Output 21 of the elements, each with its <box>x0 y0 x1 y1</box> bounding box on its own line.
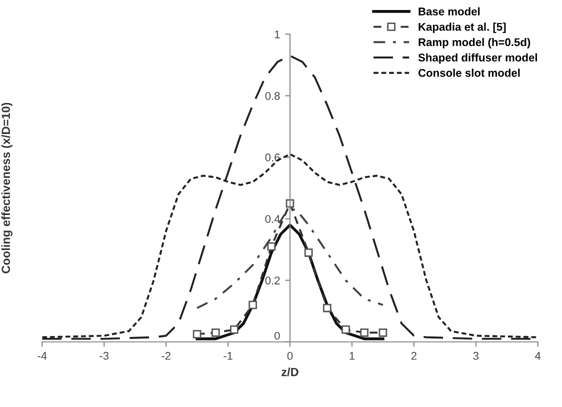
y-tick-label: 0.8 <box>265 92 280 100</box>
y-axis-title: Cooling effectiveness (x/D=10) <box>1 102 12 274</box>
x-axis-title: z/D <box>282 368 298 376</box>
x-tick-label: -3 <box>100 352 109 360</box>
legend-label: Kapadia et al. [5] <box>418 22 506 33</box>
legend-label: Base model <box>418 7 480 16</box>
x-tick-label: -2 <box>162 352 170 360</box>
legend-label: Ramp model (h=0.5d) <box>418 38 530 48</box>
x-tick-label: 3 <box>473 352 478 360</box>
y-tick-label: 1 <box>274 30 280 38</box>
x-tick-label: 2 <box>411 352 416 360</box>
y-tick-label: 0.4 <box>265 215 280 223</box>
x-tick-label: 4 <box>535 352 541 360</box>
legend-label: Shaped diffuser model <box>418 53 537 64</box>
x-tick-label: -4 <box>38 352 47 360</box>
x-tick-label: -1 <box>224 352 232 360</box>
y-tick-label: 0.2 <box>265 276 280 284</box>
x-tick-label: 1 <box>350 352 354 360</box>
x-tick-label: 0 <box>287 352 293 360</box>
legend-label: Console slot model <box>418 68 520 77</box>
y-tick-label: 0 <box>274 332 280 340</box>
